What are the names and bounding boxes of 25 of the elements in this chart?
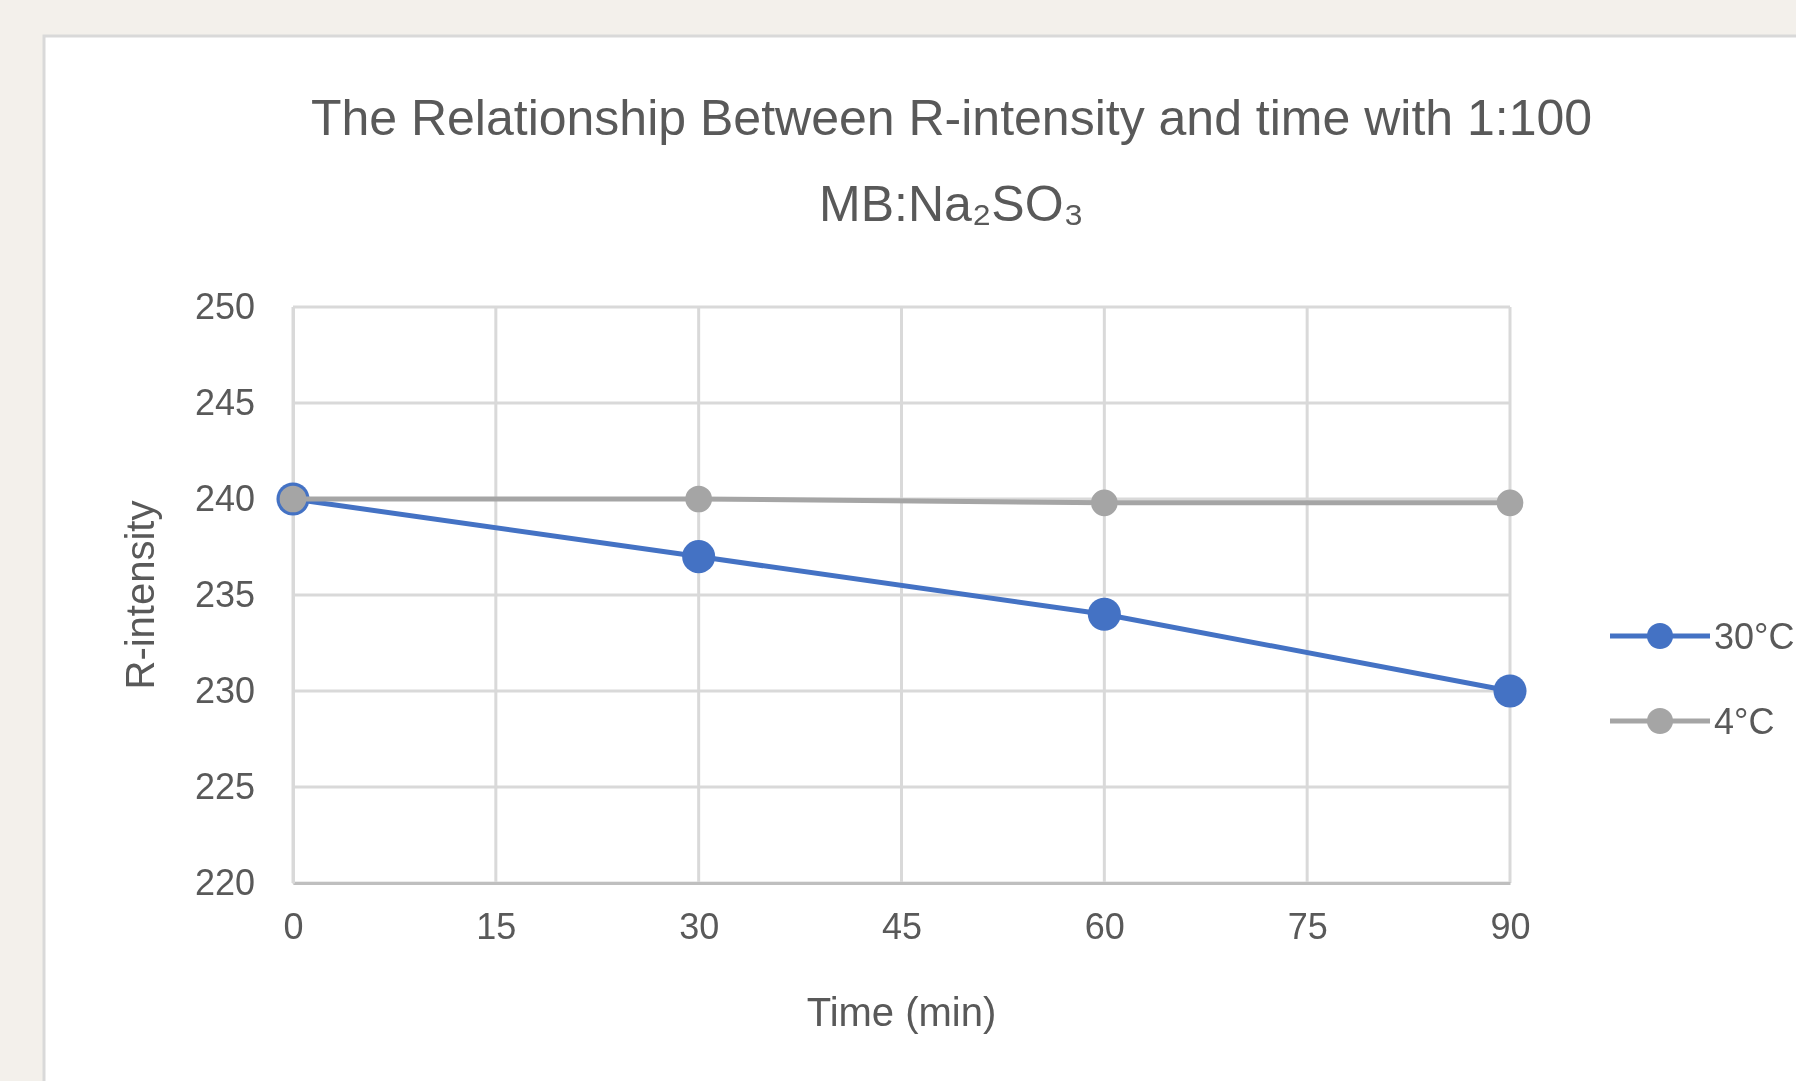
point	[685, 485, 713, 513]
x-tick-label: 60	[1084, 905, 1125, 947]
y-tick-label: 235	[194, 574, 255, 616]
y-tick-label: 220	[194, 862, 255, 904]
chart-title: The Relationship Between R-intensity and time with 1:100 MB:Na₂SO₃	[310, 90, 1593, 232]
legend-label: 4°C	[1714, 700, 1775, 742]
x-tick-label: 15	[476, 905, 517, 947]
x-tick-label: 75	[1287, 905, 1328, 947]
x-tick-label: 0	[283, 905, 304, 947]
y-tick-label: 225	[194, 766, 255, 808]
x-axis-title: Time (min)	[806, 990, 997, 1034]
x-tick-label: 90	[1490, 905, 1531, 947]
y-tick-label: 230	[194, 670, 255, 712]
y-axis-title: R-intensity	[118, 500, 162, 690]
point	[1493, 674, 1527, 708]
y-tick-label: 250	[194, 286, 255, 328]
x-tick-label: 45	[881, 905, 923, 947]
point	[1087, 597, 1121, 631]
x-tick-label: 30	[679, 905, 720, 947]
legend-label: 30°C	[1714, 615, 1795, 657]
point	[682, 540, 716, 574]
point	[1496, 489, 1524, 517]
point	[1090, 489, 1118, 517]
y-tick-label: 240	[194, 478, 255, 520]
y-tick-label: 245	[194, 382, 255, 424]
